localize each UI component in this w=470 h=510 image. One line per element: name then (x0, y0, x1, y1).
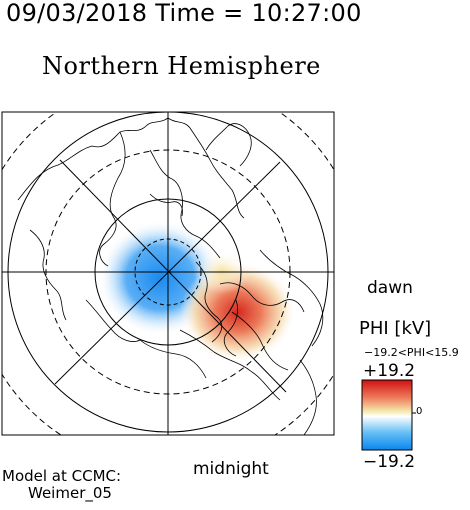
coastlines (17, 117, 324, 435)
colorbar-range-label: −19.2<PHI<15.9 (364, 346, 459, 359)
meridian-diagonal-2 (54, 161, 281, 385)
model-credit-line-2: Weimer_05 (28, 484, 112, 502)
timestamp: 09/03/2018 Time = 10:27:00 (6, 0, 362, 27)
model-credit-line-1: Model at CCMC: (2, 467, 122, 485)
meridian-diagonal-1 (59, 159, 287, 393)
dawn-label: dawn (367, 278, 413, 298)
colorbar-min-label: −19.2 (363, 452, 416, 472)
colorbar-zero-label: 0 (416, 406, 423, 417)
plot-title: Northern Hemisphere (42, 52, 321, 80)
colorbar (361, 379, 413, 451)
colorbar-max-label: +19.2 (363, 361, 416, 381)
colorbar-quantity-label: PHI [kV] (359, 318, 432, 339)
midnight-label: midnight (193, 459, 269, 479)
polar-map-plot (1, 111, 416, 451)
